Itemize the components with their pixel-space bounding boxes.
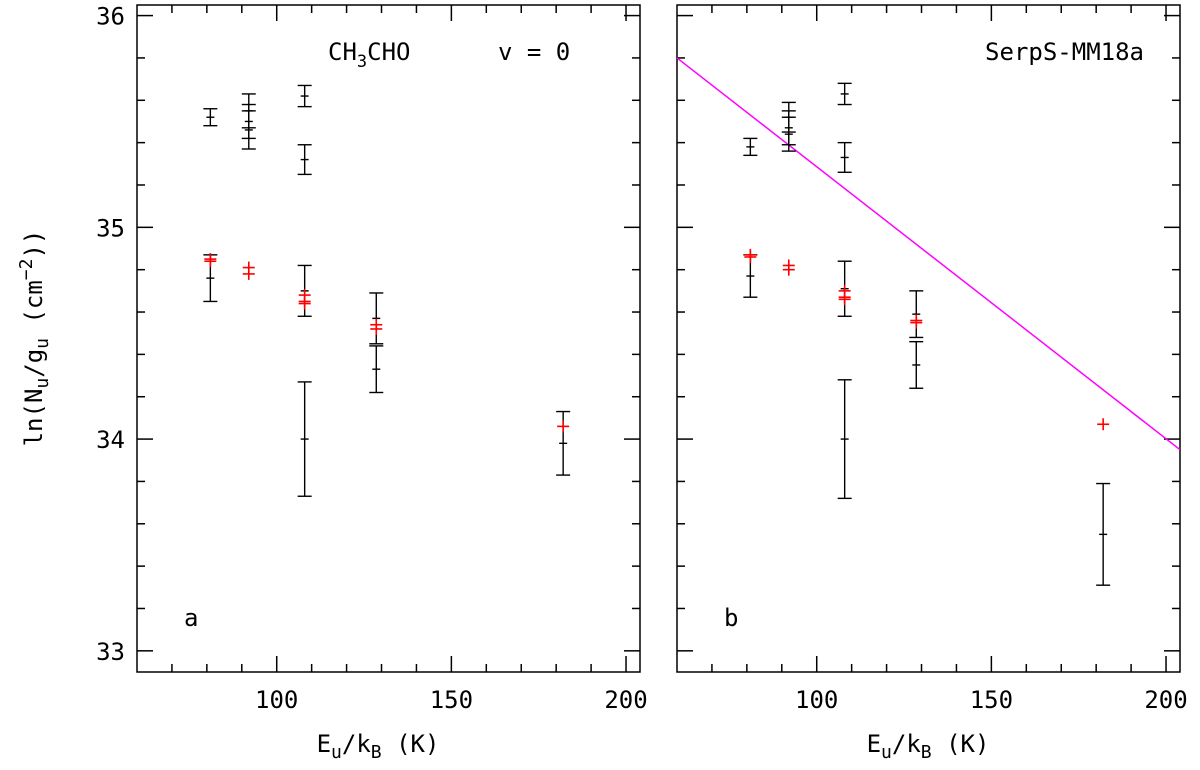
observed-point	[837, 141, 852, 173]
fit-line	[676, 57, 1181, 451]
observed-point	[1096, 482, 1111, 586]
panel-a-frame	[136, 4, 641, 673]
y-tick-label: 35	[96, 214, 125, 242]
observed-point	[369, 292, 384, 345]
observed-point	[837, 82, 852, 106]
panel-a-model-points	[204, 253, 570, 433]
y-tick-label: 34	[96, 426, 125, 454]
observed-point	[297, 84, 312, 108]
panel-b: 100 150 200 SerpS-MM18a b Eu/kB (K)	[676, 4, 1188, 763]
y-tick-label: 33	[96, 638, 125, 666]
x-tick-label: 100	[255, 686, 298, 714]
panel-a-ticks	[137, 5, 640, 672]
panel-a-x-axis-label: Eu/kB (K)	[317, 730, 440, 763]
panel-b-model-points	[744, 248, 1110, 431]
x-tick-label: 100	[795, 686, 838, 714]
panel-a-state-title: v = 0	[498, 38, 570, 66]
y-axis-label: ln(Nu/gu (cm−2))	[16, 230, 53, 447]
panel-a-molecule-title: CH3CHO	[328, 38, 411, 72]
x-tick-label: 200	[604, 686, 647, 714]
observed-point	[837, 379, 852, 500]
panel-a-observed-points	[203, 84, 571, 497]
panel-b-letter: b	[724, 604, 738, 632]
observed-point	[369, 345, 384, 394]
observed-point	[743, 137, 758, 157]
x-tick-label: 150	[970, 686, 1013, 714]
model-point	[910, 316, 923, 329]
panel-b-ticks	[677, 5, 1180, 672]
panel-b-source-title: SerpS-MM18a	[985, 38, 1144, 66]
panel-a-x-tick-labels: 100 150 200	[255, 686, 648, 714]
model-point	[242, 267, 255, 280]
panel-a: 33 34 35 36 100 150 200 CH3CHO v = 0 a Eu/kB …	[96, 3, 648, 763]
model-point	[838, 293, 851, 306]
model-point	[557, 420, 570, 433]
panel-b-x-axis-label: Eu/kB (K)	[867, 730, 990, 763]
observed-point	[241, 110, 256, 150]
observed-point	[909, 290, 924, 339]
observed-point	[909, 340, 924, 389]
panel-b-x-tick-labels: 100 150 200	[795, 686, 1188, 714]
y-tick-label: 36	[96, 3, 125, 31]
model-point	[782, 263, 795, 276]
model-point	[298, 297, 311, 310]
model-point	[744, 248, 757, 261]
panel-a-y-tick-labels: 33 34 35 36	[96, 3, 125, 666]
model-point	[370, 322, 383, 335]
model-point	[204, 253, 217, 266]
panel-b-fit-line	[676, 57, 1181, 451]
panel-a-letter: a	[184, 604, 198, 632]
model-point	[1097, 418, 1110, 431]
observed-point	[297, 381, 312, 497]
observed-point	[203, 108, 218, 127]
x-tick-label: 150	[430, 686, 473, 714]
observed-point	[297, 144, 312, 176]
x-tick-label: 200	[1144, 686, 1187, 714]
panel-b-frame	[676, 4, 1181, 673]
observed-point	[781, 116, 796, 152]
panel-b-observed-points	[743, 82, 1111, 586]
